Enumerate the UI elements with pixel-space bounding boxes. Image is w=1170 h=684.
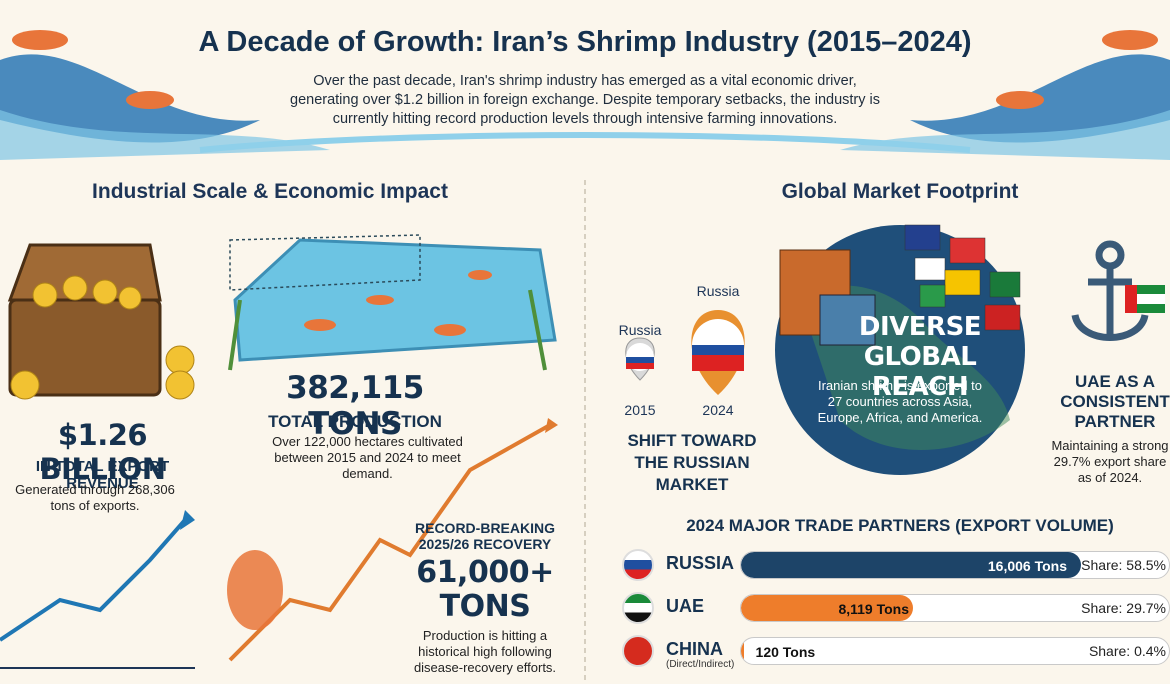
share: Share: 0.4%: [1088, 643, 1166, 659]
partner-name: CHINA: [666, 639, 723, 659]
shift-label: SHIFT TOWARD THE RUSSIAN MARKET: [627, 431, 757, 494]
trade-row: CHINA (Direct/Indirect) 120 Tons Share: 0.4…: [610, 633, 1170, 670]
pin-year: 2015: [624, 402, 656, 418]
revenue-label: IN TOTAL EXPORT REVENUE: [35, 458, 170, 492]
bar: [741, 595, 914, 621]
recovery-note: Production is hitting a historical high …: [413, 628, 557, 675]
production-value: 382,115 TONS: [286, 370, 424, 442]
production-note: Over 122,000 hectares cultivated between…: [272, 434, 463, 481]
pin-country: Russia: [696, 283, 740, 299]
flag: [622, 635, 654, 667]
trade-row: RUSSIA 16,006 Tons Share: 58.5%: [610, 547, 1170, 583]
partner-sub: (Direct/Indirect): [666, 659, 735, 670]
revenue-note: Generated through 268,306 tons of export…: [15, 482, 175, 513]
right-heading: Global Market Footprint: [781, 180, 1019, 203]
uae-note: Maintaining a strong 29.7% export share …: [1051, 438, 1169, 485]
bar-track: 120 Tons: [740, 637, 1170, 665]
bar-track: 8,119 Tons: [740, 594, 1170, 622]
bar: [741, 552, 1081, 578]
reach-note: Iranian shrimp is exported to 27 countri…: [817, 378, 983, 425]
flag: [622, 549, 654, 581]
trade-title: 2024 MAJOR TRADE PARTNERS (EXPORT VOLUME…: [686, 516, 1114, 535]
value-label: 120 Tons: [755, 644, 816, 660]
reach-title: DIVERSE GLOBAL REACH: [858, 312, 982, 402]
value-label: 16,006 Tons: [987, 558, 1067, 574]
partner-name: UAE: [666, 596, 705, 616]
production-label: TOTAL PRODUCTION: [268, 412, 442, 431]
flag: [622, 592, 654, 624]
trade-row: UAE 8,119 Tons Share: 29.7%: [610, 590, 1170, 626]
revenue-value: $1.26 BILLION: [39, 418, 166, 486]
value-label: 8,119 Tons: [838, 601, 910, 617]
title: A Decade of Growth: Iran’s Shrimp Indust…: [198, 26, 972, 58]
pin-year: 2024: [702, 402, 734, 418]
left-heading: Industrial Scale & Economic Impact: [92, 180, 448, 203]
partner-name: RUSSIA: [666, 553, 735, 573]
share: Share: 58.5%: [1081, 557, 1166, 573]
bar: [741, 638, 744, 664]
description: Over the past decade, Iran's shrimp indu…: [290, 73, 880, 127]
bar-track: 16,006 Tons: [740, 551, 1170, 579]
pin-country: Russia: [618, 322, 662, 338]
recovery-value: 61,000+ TONS: [416, 555, 554, 624]
recovery-label: RECORD-BREAKING 2025/26 RECOVERY: [415, 520, 555, 552]
uae-title: UAE AS A CONSISTENT PARTNER: [1060, 372, 1170, 431]
share: Share: 29.7%: [1081, 600, 1166, 616]
